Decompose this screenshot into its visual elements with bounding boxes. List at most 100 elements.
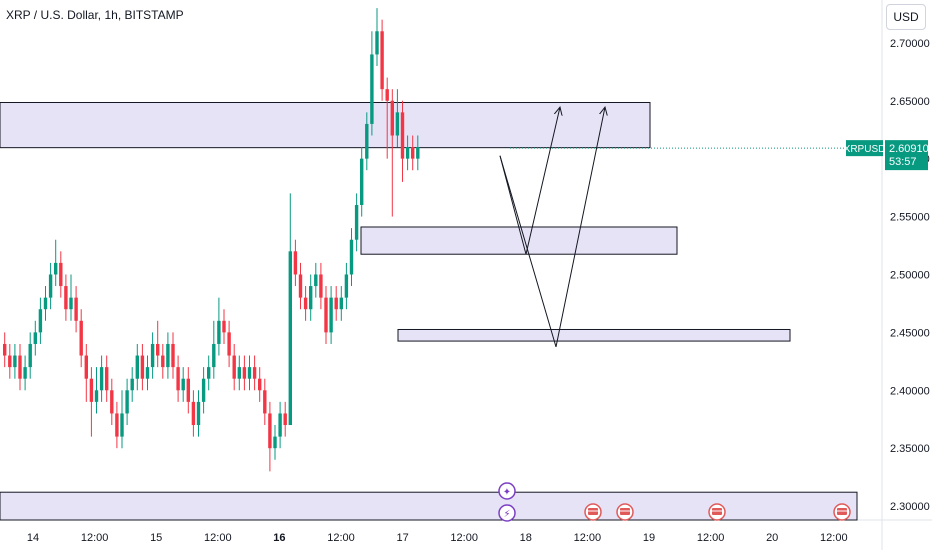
candle-body <box>43 297 48 310</box>
svg-text:✦: ✦ <box>503 487 511 498</box>
candle-body <box>217 320 221 344</box>
x-tick-label: 14 <box>27 532 39 544</box>
svg-text:⚡: ⚡ <box>503 509 510 520</box>
candle-body <box>156 343 160 356</box>
candle-body <box>242 367 247 379</box>
candle-body <box>360 158 364 205</box>
price-label-countdown: 53:57 <box>889 156 917 168</box>
candle-body <box>268 413 272 449</box>
candle-body <box>28 343 32 368</box>
candle-body <box>74 297 78 321</box>
candle-body <box>354 204 359 240</box>
x-tick-label: 12:00 <box>81 532 109 544</box>
candle-body <box>161 355 165 368</box>
currency-button[interactable]: USD <box>886 4 926 30</box>
candle-body <box>390 100 394 136</box>
chart-title: XRP / U.S. Dollar, 1h, BITSTAMP <box>6 8 184 22</box>
candle-body <box>232 355 236 379</box>
y-tick-label: 2.30000 <box>890 501 930 513</box>
candle-body <box>400 112 405 159</box>
candle-body <box>8 355 12 368</box>
candle-body <box>38 309 43 333</box>
candle-body <box>319 274 323 298</box>
candle-body <box>3 343 7 356</box>
x-tick-label: 12:00 <box>204 532 232 544</box>
candle-body <box>135 355 139 379</box>
candle-body <box>405 147 410 159</box>
candle-body <box>48 274 53 298</box>
candle-body <box>344 274 349 298</box>
candle-body <box>227 332 231 356</box>
x-tick-label: 12:00 <box>574 532 602 544</box>
price-label-symbol-bg <box>846 140 883 157</box>
candle-body <box>258 378 262 391</box>
x-tick-label: 19 <box>643 532 655 544</box>
zone-box <box>0 491 858 521</box>
zone-box <box>0 101 651 149</box>
price-label-symbol: XRPUSD <box>844 144 886 155</box>
candle-body <box>298 274 303 298</box>
price-label-value: 2.60910 <box>889 143 929 155</box>
candle-body <box>140 355 145 379</box>
candle-body <box>171 343 175 368</box>
x-tick-label: 20 <box>766 532 778 544</box>
candle-body <box>411 147 415 159</box>
candle-body <box>273 436 277 449</box>
candle-body <box>375 31 379 55</box>
candle-body <box>303 297 308 310</box>
candle-body <box>120 413 124 437</box>
candle-body <box>288 251 292 426</box>
candle-body <box>59 262 63 287</box>
candle-body <box>79 320 83 356</box>
candle-body <box>94 390 99 402</box>
idea-event-icon: ✦ <box>498 482 516 500</box>
y-tick-label: 2.35000 <box>890 443 930 455</box>
candle-body <box>339 297 343 310</box>
x-tick-label: 12:00 <box>820 532 848 544</box>
candle-body <box>125 390 129 414</box>
y-tick-label: 2.45000 <box>890 327 930 339</box>
candle-body <box>64 286 68 310</box>
candle-body <box>370 54 374 124</box>
candle-body <box>84 355 88 379</box>
candle-body <box>191 401 196 426</box>
x-tick-label: 12:00 <box>697 532 725 544</box>
candle-body <box>33 332 37 344</box>
y-tick-label: 2.55000 <box>890 212 930 224</box>
candle-body <box>212 343 216 368</box>
candle-body <box>252 367 257 379</box>
x-tick-label: 18 <box>520 532 532 544</box>
candle-body <box>263 390 267 414</box>
zone-box <box>397 328 791 342</box>
candle-body <box>176 367 180 391</box>
candle-body <box>145 367 150 379</box>
candle-body <box>207 367 211 379</box>
y-tick-label: 2.65000 <box>890 96 930 108</box>
candle-body <box>324 297 328 333</box>
zone-box <box>360 226 678 255</box>
candle-body <box>130 378 134 391</box>
candle-body <box>349 239 354 275</box>
x-tick-label: 12:00 <box>450 532 478 544</box>
candle-body <box>18 355 22 379</box>
x-tick-label: 12:00 <box>327 532 355 544</box>
candle-body <box>99 367 104 391</box>
candle-body <box>69 297 73 310</box>
candle-body <box>181 378 185 391</box>
candle-body <box>334 297 338 310</box>
candle-body <box>278 413 282 437</box>
candle-body <box>247 367 252 379</box>
y-tick-label: 2.40000 <box>890 385 930 397</box>
candle-body <box>314 274 318 287</box>
candle-body <box>395 112 400 136</box>
us-flag-event-icon <box>833 503 851 521</box>
us-flag-event-icon <box>584 503 602 521</box>
candle-body <box>196 401 201 426</box>
candle-body <box>115 413 119 437</box>
candle-body <box>380 31 384 90</box>
candle-body <box>365 123 369 159</box>
y-tick-label: 2.50000 <box>890 269 930 281</box>
